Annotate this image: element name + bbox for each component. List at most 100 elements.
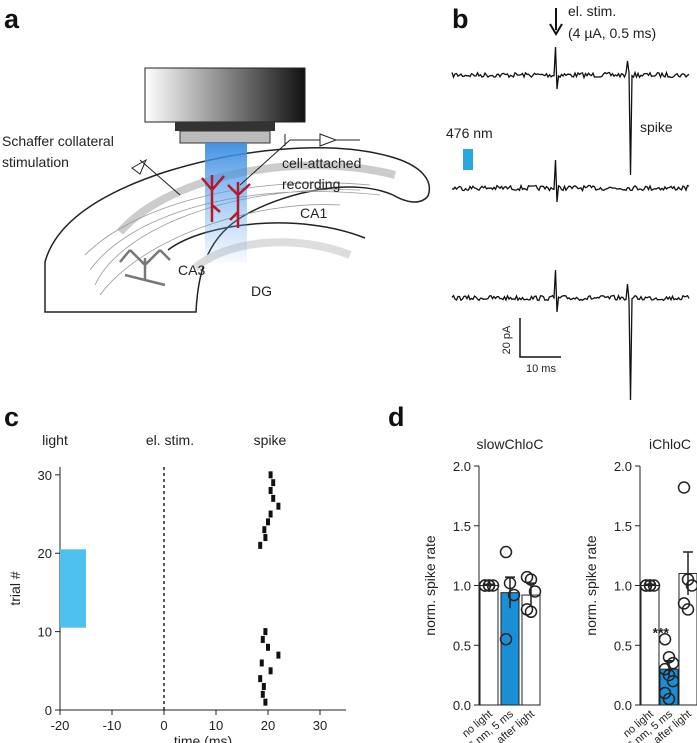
recording-label: cell-attached [282,155,361,171]
data-point [486,579,500,592]
y-axis-label: norm. spike rate [422,535,438,636]
light-label: 476 nm [446,125,493,141]
panel-label: a [4,4,20,34]
spike-mark [263,534,268,542]
annotation: spike [254,432,287,448]
panel-label: b [452,4,469,34]
spike-mark [268,510,273,518]
y-tick-label: 10 [38,625,52,640]
spike-mark [259,659,264,667]
bar [500,592,520,706]
scale-bar [519,318,561,358]
y-tick-label: 0.5 [614,638,632,653]
y-tick-label: 0.5 [453,638,471,653]
data-point [528,585,542,598]
scale-label: 20 pA [501,325,513,354]
x-tick-label: -20 [51,718,70,733]
x-tick-label: 20 [261,718,275,733]
light-pulse [463,149,473,170]
panel-label: c [4,402,19,432]
stimulation-label: Schaffer collateral [2,133,114,149]
y-tick-label: 1.5 [614,519,632,534]
spike-mark [258,541,263,549]
ca3-neurons [119,249,171,287]
spike-mark [268,471,273,479]
recording-label: recording [282,176,340,192]
x-tick-label: 10 [209,718,223,733]
y-axis-label: norm. spike rate [583,535,599,636]
data-point [499,545,513,559]
current-trace [451,269,690,401]
region-label: CA3 [178,262,205,278]
bar [521,594,541,706]
data-point [662,692,676,706]
y-tick-label: 2.0 [614,459,632,474]
panel-label: d [388,402,405,432]
record-electrode [239,133,360,186]
spike-mark [263,628,268,636]
y-tick-label: 1.5 [453,519,471,534]
y-tick-label: 0.0 [453,698,471,713]
data-point [524,605,538,619]
annotation: el. stim. [146,432,194,448]
hippocampus-diagram [44,67,431,313]
spike-mark [271,479,276,487]
region-label: CA1 [300,205,327,221]
error-bar [484,583,494,587]
data-point [478,579,492,592]
bar [479,585,499,706]
objective-tip [179,130,271,144]
data-point [643,579,657,592]
spike-mark [260,690,265,698]
scale-label: 10 ms [526,363,556,375]
chart-title: slowChloC [477,436,544,452]
data-point [524,573,538,586]
x-tick-label: -10 [103,718,122,733]
annotation: light [42,432,68,448]
y-tick-label: 0.0 [614,698,632,713]
spike-mark [276,651,281,659]
spike-mark [276,502,281,510]
light-period [60,549,86,628]
data-point [647,579,661,592]
region-label: DG [251,283,272,299]
current-trace [451,159,690,203]
data-point [677,481,691,494]
error-bar [645,583,655,587]
data-point [482,579,496,592]
x-axis-label: time (ms) [174,733,232,743]
x-tick-label: 0 [160,718,167,733]
fibers [84,182,381,296]
data-point [658,633,672,646]
current-trace [451,46,690,176]
spike-mark [266,518,270,526]
data-point [681,603,695,616]
bar [640,585,660,706]
data-point [499,633,513,646]
y-axis-label: trial # [7,571,23,605]
y-tick-label: 20 [38,546,52,561]
spike-mark [262,526,267,534]
stim-label: el. stim. [568,3,616,19]
data-point [685,579,697,592]
spike-mark [268,667,273,675]
objective [144,67,306,123]
spike-mark [261,682,266,690]
stim-arrow [549,8,563,36]
significance: *** [653,624,670,640]
stim-label: (4 µA, 0.5 ms) [568,25,656,41]
y-tick-label: 1.0 [614,579,632,594]
objective-ring [175,122,275,131]
y-tick-label: 2.0 [453,459,471,474]
spike-mark [271,494,276,502]
data-point [503,576,517,590]
spike-mark [258,675,263,683]
dg-edge [167,222,366,251]
spike-label: spike [640,119,673,135]
data-point [639,579,653,592]
x-tick-label: 30 [313,718,327,733]
stimulation-label: stimulation [2,154,69,170]
chart-title: iChloC [649,436,691,452]
spike-mark [260,635,265,643]
y-tick-label: 30 [38,468,52,483]
